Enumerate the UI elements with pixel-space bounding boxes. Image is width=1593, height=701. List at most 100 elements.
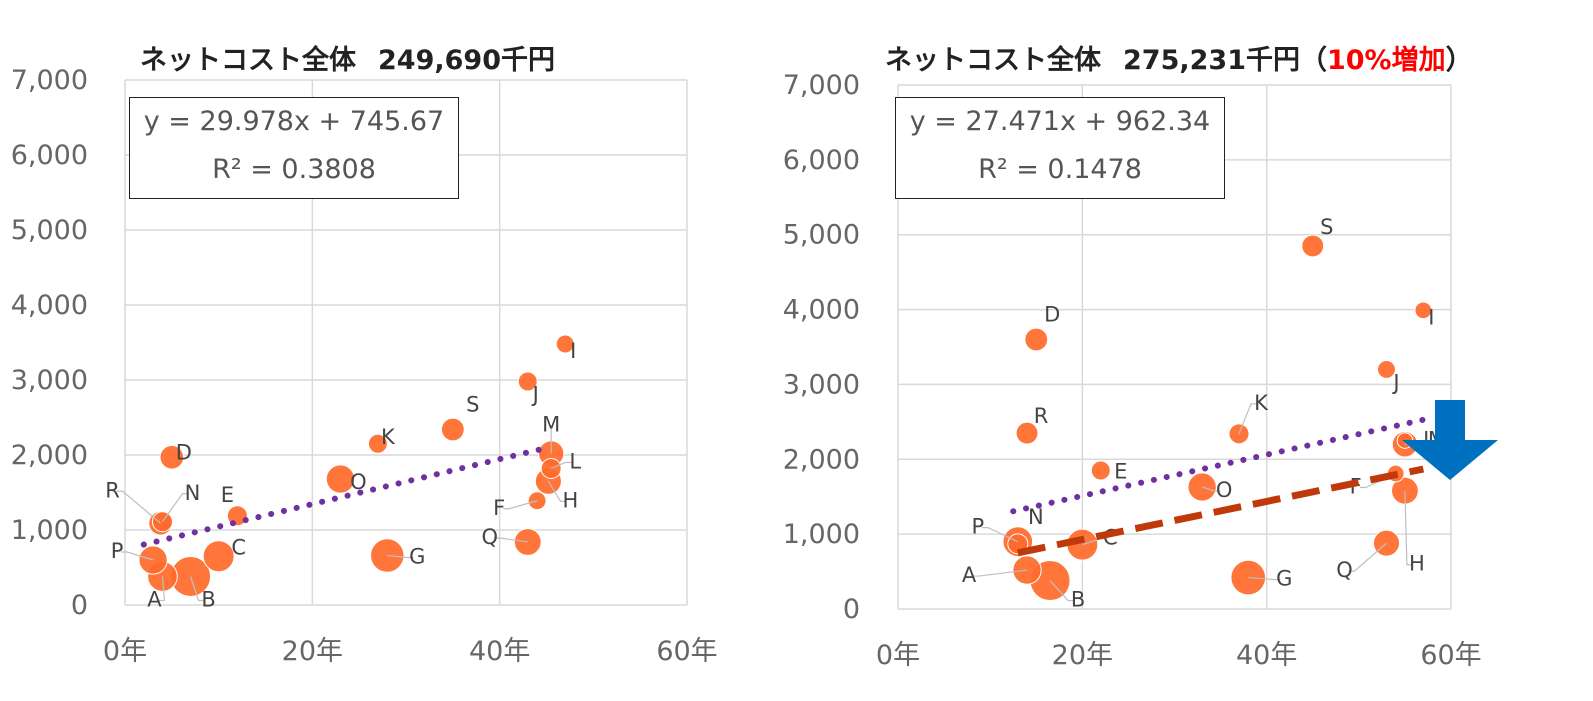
right-x-tick-label: 60年 <box>1420 640 1481 671</box>
left-point-label-R: R <box>105 478 120 502</box>
left-r2-text: R² = 0.3808 <box>212 154 376 185</box>
left-point-label-Q: Q <box>482 525 499 549</box>
right-r2-text: R² = 0.1478 <box>978 154 1142 185</box>
right-point-label-E: E <box>1114 460 1127 484</box>
left-point-label-H: H <box>562 488 578 512</box>
right-equation-box: y = 27.471x + 962.34 R² = 0.1478 <box>895 97 1225 199</box>
left-leader-P <box>121 551 154 561</box>
right-point-label-D: D <box>1044 303 1060 327</box>
right-y-tick-label: 0 <box>843 594 860 625</box>
left-equation-box: y = 29.978x + 745.67 R² = 0.3808 <box>129 97 459 199</box>
right-point-label-A: A <box>962 563 977 587</box>
right-y-tick-label: 7,000 <box>783 70 860 101</box>
left-y-tick-label: 2,000 <box>11 440 88 471</box>
left-point-label-B: B <box>201 588 215 612</box>
left-point-label-E: E <box>221 483 234 507</box>
right-bubble-I <box>1414 301 1433 320</box>
right-leader-G <box>1248 576 1281 581</box>
right-title-value: 275,231千円 <box>1123 45 1300 76</box>
left-point-label-L: L <box>569 450 581 474</box>
left-point-label-K: K <box>381 425 396 449</box>
right-point-label-Q: Q <box>1336 558 1353 582</box>
right-title-close-paren: ） <box>1445 45 1473 76</box>
left-leader-Q <box>493 537 528 543</box>
right-leader-Q <box>1348 542 1387 572</box>
right-y-tick-label: 3,000 <box>783 369 860 400</box>
right-x-tick-label: 20年 <box>1052 640 1113 671</box>
left-y-tick-label: 4,000 <box>11 290 88 321</box>
right-bubble-O <box>1187 472 1217 502</box>
left-equation-text: y = 29.978x + 745.67 <box>143 106 445 137</box>
left-bubble-S <box>440 417 465 442</box>
right-bubble-D <box>1024 327 1049 352</box>
right-leader-P <box>981 527 1019 543</box>
left-trendline <box>140 443 555 548</box>
right-bubble-A <box>1012 555 1042 585</box>
right-leader-H <box>1404 490 1413 566</box>
right-leader-K <box>1238 403 1258 435</box>
left-leader-H <box>547 480 567 502</box>
left-bubble-C <box>202 540 235 573</box>
left-y-tick-label: 1,000 <box>11 515 88 546</box>
right-bubble-R <box>1015 421 1039 445</box>
right-chart-plot: 0 1,000 2,000 3,000 4,000 5,000 6,000 7,000 0年 20… <box>783 70 1498 671</box>
left-point-label-N: N <box>185 481 201 505</box>
left-y-tick-label: 3,000 <box>11 365 88 396</box>
right-x-tick-label: 40年 <box>1236 640 1297 671</box>
left-x-tick-label: 60年 <box>656 636 717 667</box>
right-leader-B <box>1049 580 1075 602</box>
right-y-tick-label: 1,000 <box>783 519 860 550</box>
right-equation-text: y = 27.471x + 962.34 <box>909 106 1211 137</box>
left-point-label-P: P <box>111 539 124 563</box>
left-leader-N <box>161 493 189 523</box>
left-x-tick-label: 20年 <box>282 636 343 667</box>
left-leader-B <box>189 576 205 602</box>
left-bubble-D <box>159 444 185 470</box>
right-leader-O <box>1201 486 1221 492</box>
left-title-value: 249,690千円 <box>378 45 555 76</box>
left-bubble-Q <box>513 528 542 556</box>
right-adjusted-line <box>1017 465 1425 557</box>
right-title-label: ネットコスト全体 <box>885 45 1101 76</box>
down-arrow-icon <box>1402 400 1498 480</box>
right-point-label-O: O <box>1216 478 1233 502</box>
left-leader-A <box>158 576 166 602</box>
right-point-label-I: I <box>1428 305 1434 329</box>
right-point-label-K: K <box>1254 391 1269 415</box>
right-y-tick-label: 2,000 <box>783 444 860 475</box>
left-x-tick-label: 40年 <box>469 636 530 667</box>
left-leader-R <box>116 490 161 524</box>
left-y-tick-label: 6,000 <box>11 140 88 171</box>
left-bubble-K <box>367 433 388 454</box>
left-leader-F <box>503 500 538 510</box>
left-point-label-C: C <box>231 535 246 559</box>
left-point-label-I: I <box>570 339 576 363</box>
left-point-label-S: S <box>466 393 479 417</box>
right-point-label-H: H <box>1409 552 1425 576</box>
left-chart-plot: 0 1,000 2,000 3,000 4,000 5,000 6,000 7,000 0年 20… <box>11 65 718 667</box>
right-y-tick-label: 4,000 <box>783 295 860 326</box>
left-bubble-O <box>325 464 356 494</box>
right-point-label-N: N <box>1028 505 1044 529</box>
right-chart-title: ネットコスト全体 275,231千円（10%増加） <box>885 38 1473 77</box>
right-y-tick-label: 6,000 <box>783 145 860 176</box>
left-bubble-J <box>517 371 538 392</box>
right-chart: ネットコスト全体 275,231千円（10%増加） 0 1,000 2,000 3,00… <box>780 0 1593 701</box>
left-point-label-O: O <box>350 470 367 494</box>
left-point-label-D: D <box>176 440 192 464</box>
left-point-label-J: J <box>531 383 539 407</box>
left-point-label-F: F <box>493 496 505 520</box>
right-leader-A <box>973 569 1028 577</box>
right-y-tick-label: 5,000 <box>783 220 860 251</box>
left-y-tick-label: 0 <box>71 590 88 621</box>
right-point-label-G: G <box>1276 567 1292 591</box>
right-point-label-R: R <box>1034 404 1049 428</box>
right-bubble-E <box>1090 460 1111 481</box>
right-title-open-paren: （ <box>1299 45 1327 76</box>
right-bubble-K <box>1228 423 1250 445</box>
left-title-label: ネットコスト全体 <box>140 45 356 76</box>
right-x-tick-label: 0年 <box>876 640 920 671</box>
right-trendline <box>1010 416 1427 515</box>
right-bubble-J <box>1377 360 1396 379</box>
left-leader-G <box>387 554 414 559</box>
